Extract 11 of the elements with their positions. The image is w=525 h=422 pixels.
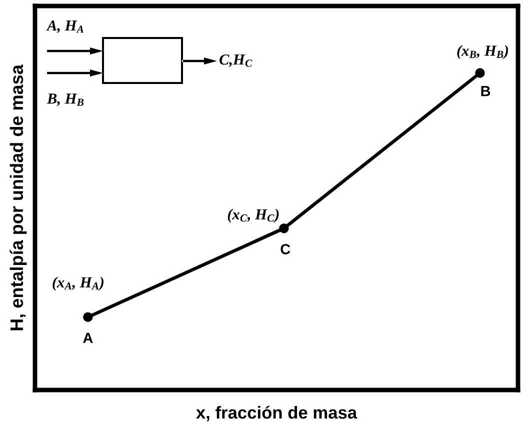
annotation: (x$_{A}$, H$_{A}$) [52,276,104,291]
annotation: C [280,244,290,254]
x-axis-title: x, fracción de masa [196,406,358,422]
annotation: (x$_{C}$, H$_{C}$) [228,208,279,223]
text: C,H$_{C}$ [220,54,252,67]
y-axis-title: H, entalpía por unidad de masa [10,64,27,330]
annotation: B, H$_{B}$ [46,94,84,106]
annotation: B [481,86,490,96]
text: A, H$_{A}$ [46,20,84,33]
text: (x$_{B}$, H$_{B}$) [457,45,508,59]
annotation: A [83,332,93,343]
